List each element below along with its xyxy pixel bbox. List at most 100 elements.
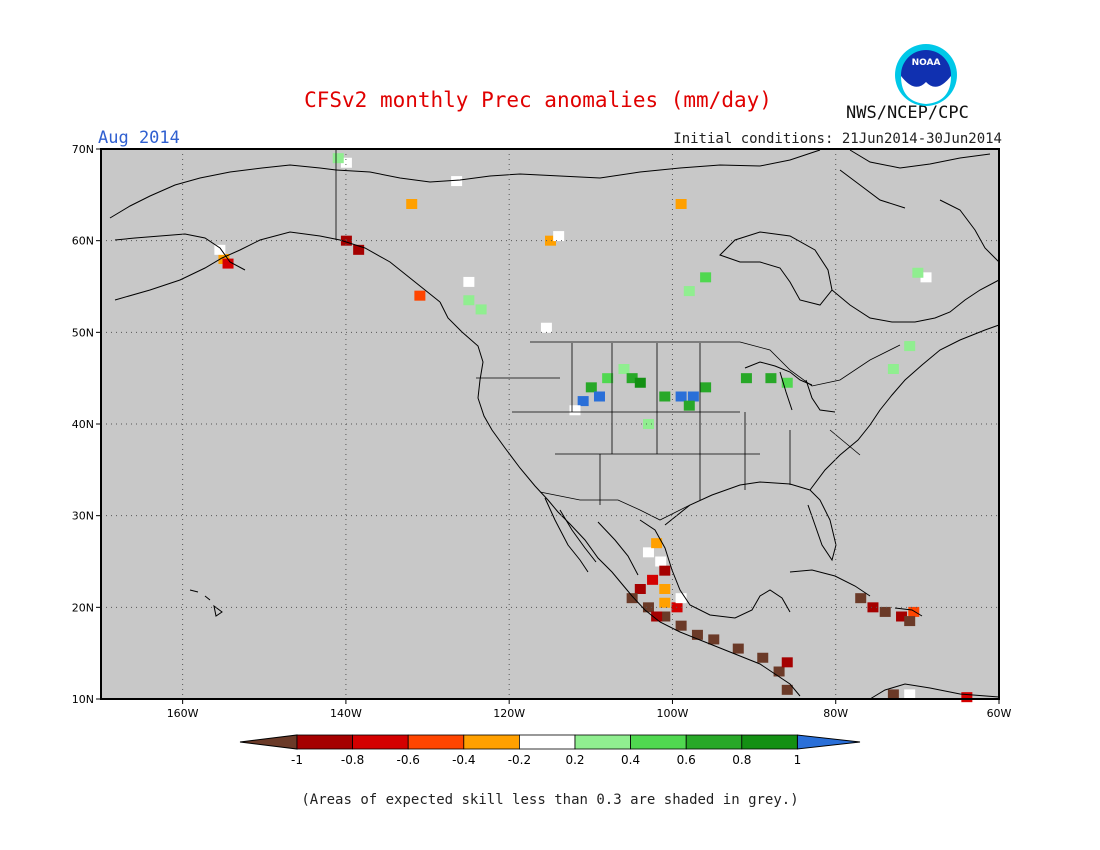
colorbar-level-label: -0.4	[452, 753, 475, 767]
anomaly-cell	[602, 373, 614, 384]
anomaly-cell	[781, 657, 793, 668]
anomaly-cell	[773, 666, 785, 677]
anomaly-cell	[553, 231, 565, 242]
anomaly-cell	[765, 373, 777, 384]
latitude-tick-label: 50N	[72, 326, 94, 339]
anomaly-cell	[340, 157, 352, 168]
longitude-tick-label: 120W	[493, 707, 525, 720]
latitude-tick-label: 70N	[72, 143, 94, 156]
anomaly-cell	[634, 584, 646, 594]
longitude-tick-label: 60W	[987, 707, 1012, 720]
anomaly-cell	[659, 391, 671, 402]
colorbar-level-label: 1	[794, 753, 802, 767]
agency-label: NWS/NCEP/CPC	[846, 103, 969, 123]
anomaly-cell	[683, 286, 695, 297]
longitude-tick-labels: 160W 140W 120W 100W 80W 60W	[167, 699, 1012, 720]
anomaly-cell	[781, 684, 793, 695]
colorbar-box	[463, 734, 520, 750]
colorbar-level-label: -0.2	[508, 753, 531, 767]
colorbar-level-label: 0.6	[677, 753, 696, 767]
anomaly-cell	[904, 689, 916, 700]
colorbar-box	[519, 734, 576, 750]
latitude-tick-labels: 70N 60N 50N 40N 30N 20N 10N	[72, 143, 101, 706]
anomaly-cell	[626, 373, 638, 384]
skill-footnote: (Areas of expected skill less than 0.3 a…	[301, 792, 799, 808]
latitude-tick-label: 20N	[72, 601, 94, 614]
anomaly-cell	[634, 377, 646, 388]
anomaly-cell	[642, 602, 654, 613]
anomaly-cell	[332, 153, 344, 164]
anomaly-cell	[683, 400, 695, 411]
anomaly-cell	[732, 643, 744, 654]
anomaly-cell	[867, 602, 879, 613]
anomaly-cell	[675, 199, 687, 209]
colorbar-right-arrow	[796, 734, 861, 750]
colorbar-box	[685, 734, 743, 750]
colorbar-boxes	[239, 734, 861, 750]
anomaly-cell	[659, 565, 671, 576]
anomaly-cell	[222, 258, 234, 269]
anomaly-cell	[671, 602, 683, 613]
anomaly-cell	[647, 574, 659, 585]
anomaly-cell	[961, 692, 973, 703]
anomaly-cell	[577, 396, 589, 407]
anomaly-cell	[896, 611, 908, 622]
anomaly-cell	[655, 556, 667, 567]
anomaly-cell	[904, 616, 916, 627]
anomaly-cell	[659, 611, 671, 622]
anomaly-cell	[414, 290, 426, 301]
anomaly-cell	[700, 382, 712, 393]
anomaly-cell	[475, 304, 487, 315]
anomaly-cell	[545, 235, 556, 246]
anomaly-cell	[651, 611, 663, 622]
longitude-tick-label: 160W	[167, 707, 199, 720]
anomaly-cell	[691, 629, 703, 640]
colorbar-box	[296, 734, 353, 750]
anomaly-cell	[585, 382, 597, 393]
anomaly-cell	[920, 272, 932, 283]
colorbar-box	[630, 734, 687, 750]
anomaly-cell	[659, 584, 671, 594]
longitude-tick-label: 140W	[330, 707, 362, 720]
latitude-tick-label: 40N	[72, 418, 94, 431]
anomaly-cell	[659, 597, 671, 608]
political-borders-layer	[335, 150, 901, 521]
anomaly-cell	[626, 593, 638, 604]
anomaly-cell	[593, 391, 605, 402]
anomaly-cell	[904, 341, 916, 352]
colorbar-box	[574, 734, 631, 750]
anomaly-cell	[887, 364, 899, 374]
anomaly-cell	[353, 244, 365, 255]
anomaly-cell	[463, 276, 475, 287]
colorbar-box	[741, 734, 798, 750]
colorbar-level-label: 0.2	[565, 753, 584, 767]
anomaly-cell	[406, 199, 418, 209]
anomaly-cell	[214, 244, 226, 255]
latitude-tick-label: 30N	[72, 510, 94, 523]
noaa-logo-text: NOAA	[912, 58, 941, 68]
anomaly-cell	[700, 272, 712, 283]
anomaly-cell	[708, 634, 720, 645]
anomaly-cell	[540, 322, 552, 333]
anomaly-cell	[642, 547, 654, 558]
anomaly-cell	[675, 620, 687, 631]
anomaly-cell	[569, 405, 581, 416]
colorbar-left-arrow	[239, 734, 298, 750]
initial-conditions-label: Initial conditions: 21Jun2014-30Jun2014	[673, 131, 1002, 147]
anomaly-cell	[675, 593, 687, 604]
anomaly-cells-layer	[214, 153, 973, 703]
longitude-tick-label: 80W	[823, 707, 848, 720]
longitude-tick-label: 100W	[657, 707, 689, 720]
anomaly-cell	[757, 652, 769, 663]
anomaly-cell	[651, 538, 663, 549]
coastline-layer	[109, 149, 1000, 700]
anomaly-cell	[463, 295, 475, 306]
chart-title: CFSv2 monthly Prec anomalies (mm/day)	[304, 88, 772, 112]
anomaly-cell	[887, 689, 899, 700]
colorbar-level-label: 0.4	[621, 753, 640, 767]
anomaly-cell	[781, 377, 793, 388]
target-month-label: Aug 2014	[98, 128, 180, 148]
anomaly-cell	[451, 176, 463, 187]
